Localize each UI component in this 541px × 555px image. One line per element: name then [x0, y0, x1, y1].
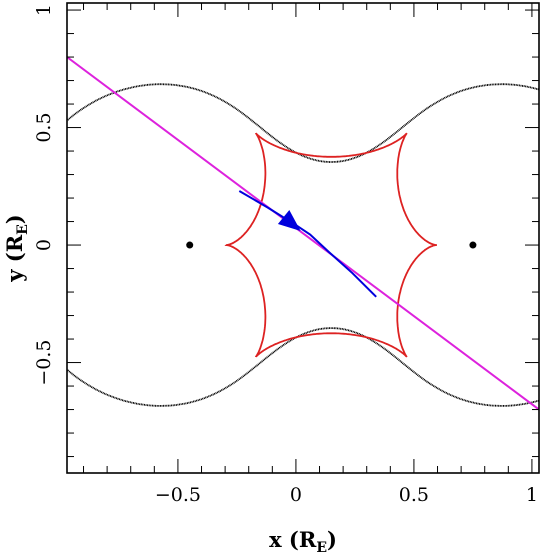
x-tick-label: 1: [526, 484, 538, 506]
x-tick-label: 0.5: [399, 484, 429, 506]
lens-point-2: [469, 241, 477, 249]
y-tick-label: −0.5: [33, 339, 55, 385]
source-direction-arrowhead: [277, 210, 301, 231]
y-tick-label: 0.5: [33, 112, 55, 142]
source-track-line: [238, 190, 377, 298]
curves-layer: [67, 56, 539, 411]
caustic-curve: [224, 132, 437, 358]
x-tick-label: −0.5: [155, 484, 201, 506]
plot-area: [67, 56, 539, 411]
y-tick-label: 0: [33, 239, 55, 251]
y-tick-label: 1: [33, 4, 55, 16]
y-axis-title: y (RE): [2, 214, 31, 283]
source-trajectory-line: [67, 56, 539, 411]
tick-labels-layer: −0.5 0 0.5 1 −0.5 0 0.5 1: [33, 4, 538, 506]
critical-curve: [67, 83, 539, 407]
ticks-layer: [67, 3, 539, 473]
plot-frame: [66, 2, 540, 474]
x-tick-label: 0: [290, 484, 302, 506]
lens-point-1: [186, 241, 194, 249]
x-axis-title: x (RE): [269, 527, 337, 555]
